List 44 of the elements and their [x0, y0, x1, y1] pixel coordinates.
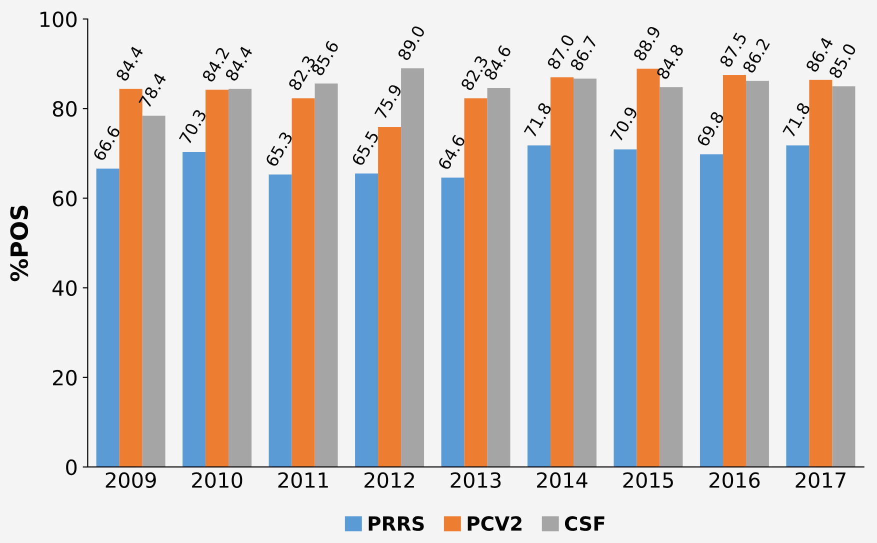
legend-label: PRRS — [368, 516, 424, 531]
bar — [378, 126, 402, 467]
y-tick-label: 20 — [52, 370, 77, 386]
bar — [268, 174, 292, 467]
bar — [206, 90, 229, 467]
bar — [809, 80, 832, 467]
bar — [550, 77, 574, 467]
y-tick-label: 60 — [52, 190, 77, 206]
bar — [487, 88, 510, 467]
legend-label: PCV2 — [468, 516, 522, 531]
x-tick-label: 2013 — [450, 472, 501, 488]
x-tick-label: 2012 — [364, 472, 414, 488]
bar — [614, 149, 637, 467]
bar — [528, 145, 551, 467]
y-tick-label: 40 — [52, 280, 77, 296]
x-tick-label: 2011 — [278, 472, 328, 488]
bar — [746, 80, 769, 467]
bar — [142, 116, 166, 467]
bar — [832, 86, 856, 467]
bar — [574, 78, 597, 467]
y-tick-label: 80 — [52, 101, 77, 117]
x-tick-label: 2016 — [710, 472, 760, 488]
bar — [314, 84, 338, 467]
bar — [228, 88, 252, 467]
legend-label: CSF — [564, 516, 604, 531]
x-tick-label: 2015 — [623, 472, 673, 488]
bar — [182, 152, 206, 467]
bar — [401, 68, 424, 467]
x-tick-label: 2017 — [796, 472, 846, 488]
bar — [786, 145, 810, 467]
bar — [700, 154, 723, 467]
y-axis-title: %POS — [10, 206, 28, 282]
x-tick-label: 2009 — [106, 472, 156, 488]
bar — [441, 178, 464, 467]
y-tick-label: 0 — [66, 459, 77, 476]
bar — [355, 174, 378, 467]
bar — [292, 98, 315, 467]
bar — [660, 87, 683, 467]
y-tick-label: 100 — [40, 11, 77, 28]
x-tick-label: 2010 — [192, 472, 242, 488]
bar — [722, 75, 746, 467]
bar — [464, 98, 488, 467]
x-tick-label: 2014 — [537, 472, 588, 488]
bar — [96, 168, 120, 467]
